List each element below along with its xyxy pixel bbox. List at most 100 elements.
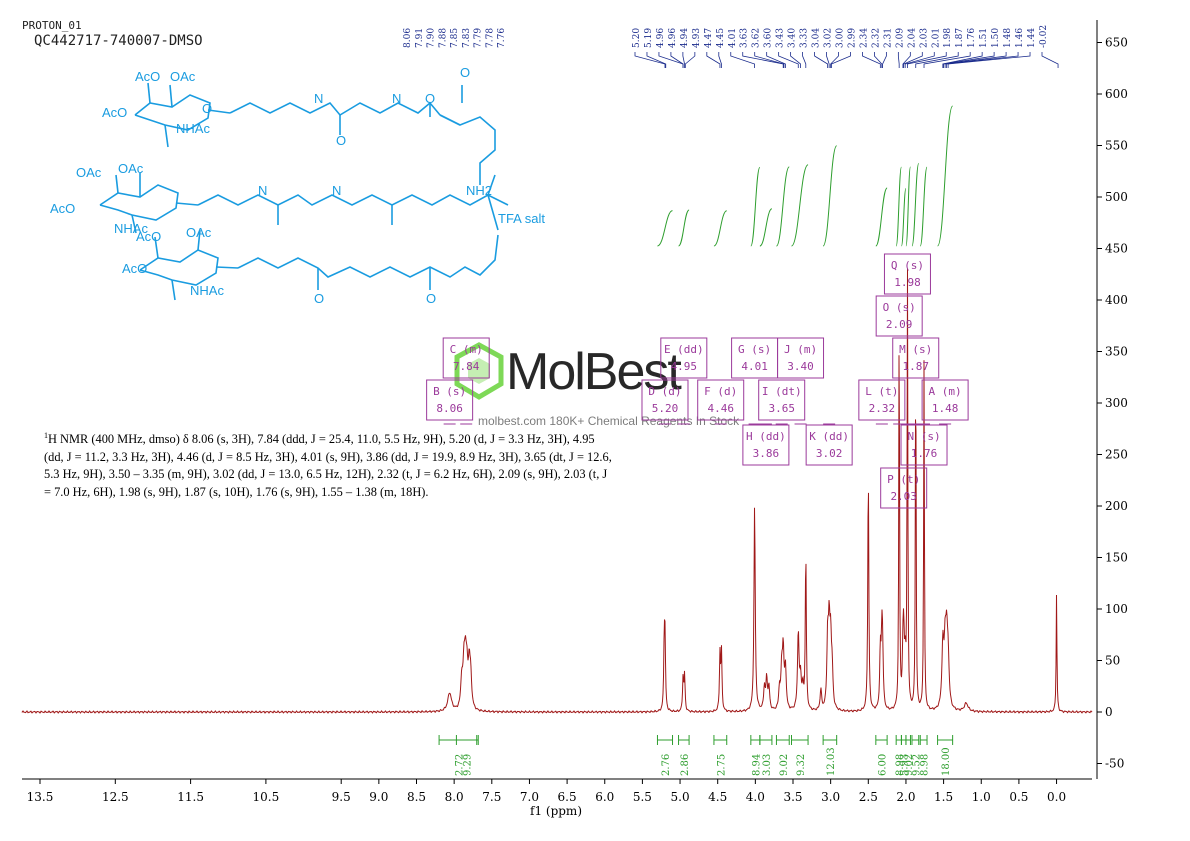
y-tick-label: 550 <box>1105 139 1128 153</box>
multiplet-box <box>880 467 928 509</box>
peak-label: 7.76 <box>497 28 507 48</box>
peak-label: 1.51 <box>979 28 989 48</box>
peak-label: 3.33 <box>800 28 810 48</box>
peak-label-leader <box>831 52 851 68</box>
peak-label: -0.02 <box>1039 25 1049 48</box>
multiplet-box <box>858 379 906 421</box>
peak-label: 5.20 <box>632 28 642 48</box>
x-tick-label: 5.5 <box>633 790 652 804</box>
atom-label: N <box>258 183 267 198</box>
multiplet-label: B (s) <box>433 385 466 398</box>
multiplet-label: J (m) <box>784 343 817 356</box>
multiplet-shift: 1.87 <box>902 360 929 373</box>
peak-label: 2.32 <box>871 28 881 48</box>
multiplet-shift: 8.06 <box>436 402 463 415</box>
peak-label: 2.99 <box>847 28 857 48</box>
peak-label: 2.04 <box>907 28 917 48</box>
integral-curve <box>775 166 790 247</box>
integral-curve <box>919 166 928 247</box>
peak-label-leader <box>778 52 799 68</box>
multiplet-label: D (d) <box>648 385 681 398</box>
integral-value: 2.86 <box>680 754 691 776</box>
x-tick-label: 7.5 <box>482 790 501 804</box>
nmr-description-text: H NMR (400 MHz, dmso) δ 8.06 (s, 3H), 7.… <box>44 432 612 499</box>
peak-label-leader <box>718 52 722 68</box>
sample-name: QC442717-740007-DMSO <box>34 33 203 49</box>
multiplet-shift: 5.20 <box>652 402 679 415</box>
peak-label-leader <box>943 52 995 68</box>
y-tick-label: -50 <box>1105 757 1124 771</box>
watermark-tagline: molbest.com 180K+ Chemical Reagents In S… <box>478 414 740 428</box>
peak-label: 1.44 <box>1027 28 1037 48</box>
multiplet-label: N (s) <box>907 430 940 443</box>
peak-label-leader <box>646 52 667 68</box>
nmr-description: 1H NMR (400 MHz, dmso) δ 8.06 (s, 3H), 7… <box>44 427 614 501</box>
atom-label: AcO <box>50 201 75 216</box>
integral-value: 2.72 <box>455 754 466 776</box>
multiplet-box <box>758 379 806 421</box>
chemical-structure: AcO OAc AcO NHAc O O N N O OAc OAc AcO N… <box>50 65 545 306</box>
multiplet-box <box>805 424 853 466</box>
x-tick-label: 5.0 <box>671 790 690 804</box>
peak-label-leader <box>897 52 900 68</box>
peak-label-leader <box>706 52 721 68</box>
peak-label: 2.31 <box>883 28 893 48</box>
atom-label: N <box>392 91 401 106</box>
integral-value: 8.94 <box>751 754 762 776</box>
peak-label: 1.76 <box>967 28 977 48</box>
peak-label-leader <box>907 52 947 68</box>
multiplet-box <box>641 379 689 421</box>
peak-label: 7.91 <box>415 28 425 48</box>
x-tick-label: 6.5 <box>558 790 577 804</box>
multiplet-label: L (t) <box>865 385 898 398</box>
peak-label-leader <box>1041 52 1059 68</box>
multiplet-label: P (t) <box>887 473 920 486</box>
integral-curve <box>895 166 902 247</box>
peak-label: 7.78 <box>485 28 495 48</box>
peak-label-leader <box>684 52 696 68</box>
peak-label: 2.09 <box>895 28 905 48</box>
peak-label: 3.02 <box>824 28 834 48</box>
peak-label: 4.96 <box>656 28 666 48</box>
x-tick-label: 0.0 <box>1047 790 1066 804</box>
multiplet-label: E (dd) <box>664 343 704 356</box>
peak-label-leader <box>874 52 883 68</box>
atom-label: AcO <box>122 261 147 276</box>
multiplet-label: O (s) <box>883 301 916 314</box>
integral-value: 3.03 <box>762 754 773 776</box>
integral-value: 8.98 <box>920 754 931 776</box>
multiplet-shift: 2.32 <box>869 402 896 415</box>
multiplet-label: F (d) <box>704 385 737 398</box>
peak-label: 2.34 <box>859 28 869 48</box>
y-tick-label: 100 <box>1105 602 1128 616</box>
atom-label: AcO <box>136 229 161 244</box>
integral-value: 9.32 <box>796 754 807 776</box>
peak-label-leader <box>802 52 807 68</box>
experiment-name: PROTON_01 <box>22 19 82 32</box>
multiplet-box <box>426 379 474 421</box>
peak-label: 7.83 <box>462 28 472 48</box>
peak-label: 2.01 <box>931 28 941 48</box>
atom-label: OAc <box>118 161 144 176</box>
integral-value: 9.52 <box>911 754 922 776</box>
multiplet-box <box>921 379 969 421</box>
nmr-nucleus-mass: 1 <box>44 431 48 440</box>
atom-label: O <box>426 291 436 306</box>
integral-value: 9.29 <box>463 754 474 776</box>
multiplet-box <box>777 337 825 379</box>
peak-label: 3.04 <box>812 28 822 48</box>
multiplet-label: I (dt) <box>762 385 802 398</box>
peak-label: 5.19 <box>644 28 654 48</box>
atom-label: NHAc <box>190 283 224 298</box>
peak-label-leader <box>814 52 829 68</box>
atom-label: O <box>460 65 470 80</box>
multiplet-shift: 2.09 <box>886 318 913 331</box>
atom-label: OAc <box>170 69 196 84</box>
multiplet-box <box>660 337 708 379</box>
atom-label: AcO <box>102 105 127 120</box>
peak-label-leader <box>826 52 830 68</box>
multiplet-shift: 4.95 <box>671 360 698 373</box>
x-tick-label: 7.0 <box>520 790 539 804</box>
multiplet-box <box>883 253 931 295</box>
